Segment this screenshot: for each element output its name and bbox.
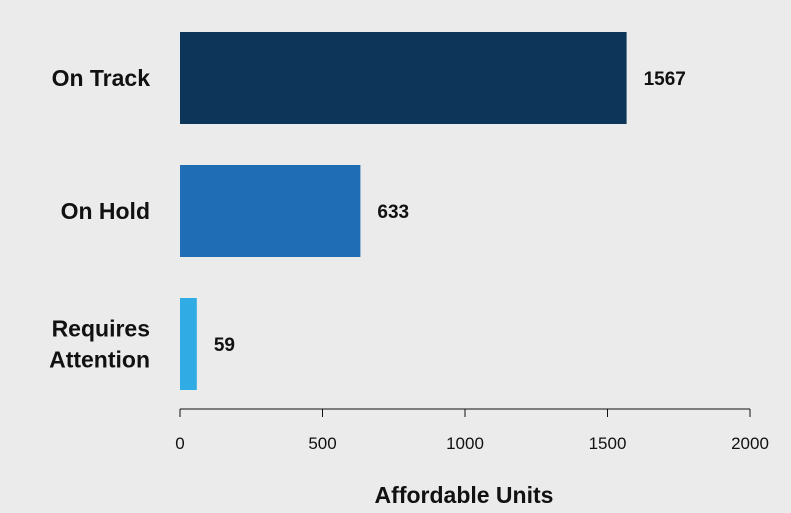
category-label-1: On Track [52, 65, 151, 91]
category-label-3: Requires Attention [49, 316, 150, 373]
bar-3 [180, 298, 197, 390]
value-labels: 1567 633 59 [214, 69, 686, 356]
x-tick-label-500: 500 [308, 434, 336, 453]
x-tick-label-0: 0 [175, 434, 184, 453]
value-label-1: 1567 [644, 69, 686, 90]
x-tick-label-1000: 1000 [446, 434, 484, 453]
x-tick-label-2000: 2000 [731, 434, 769, 453]
bar-2 [180, 165, 361, 257]
x-axis-title: Affordable Units [375, 482, 554, 508]
x-tick-label-1500: 1500 [589, 434, 627, 453]
x-axis: 0 500 1000 1500 2000 [175, 408, 769, 453]
value-label-2: 633 [377, 202, 409, 223]
category-labels: On Track On Hold Requires Attention [49, 65, 150, 373]
category-label-2: On Hold [61, 198, 150, 224]
bar-1 [180, 32, 627, 124]
value-label-3: 59 [214, 335, 235, 356]
bars-group [180, 32, 627, 390]
